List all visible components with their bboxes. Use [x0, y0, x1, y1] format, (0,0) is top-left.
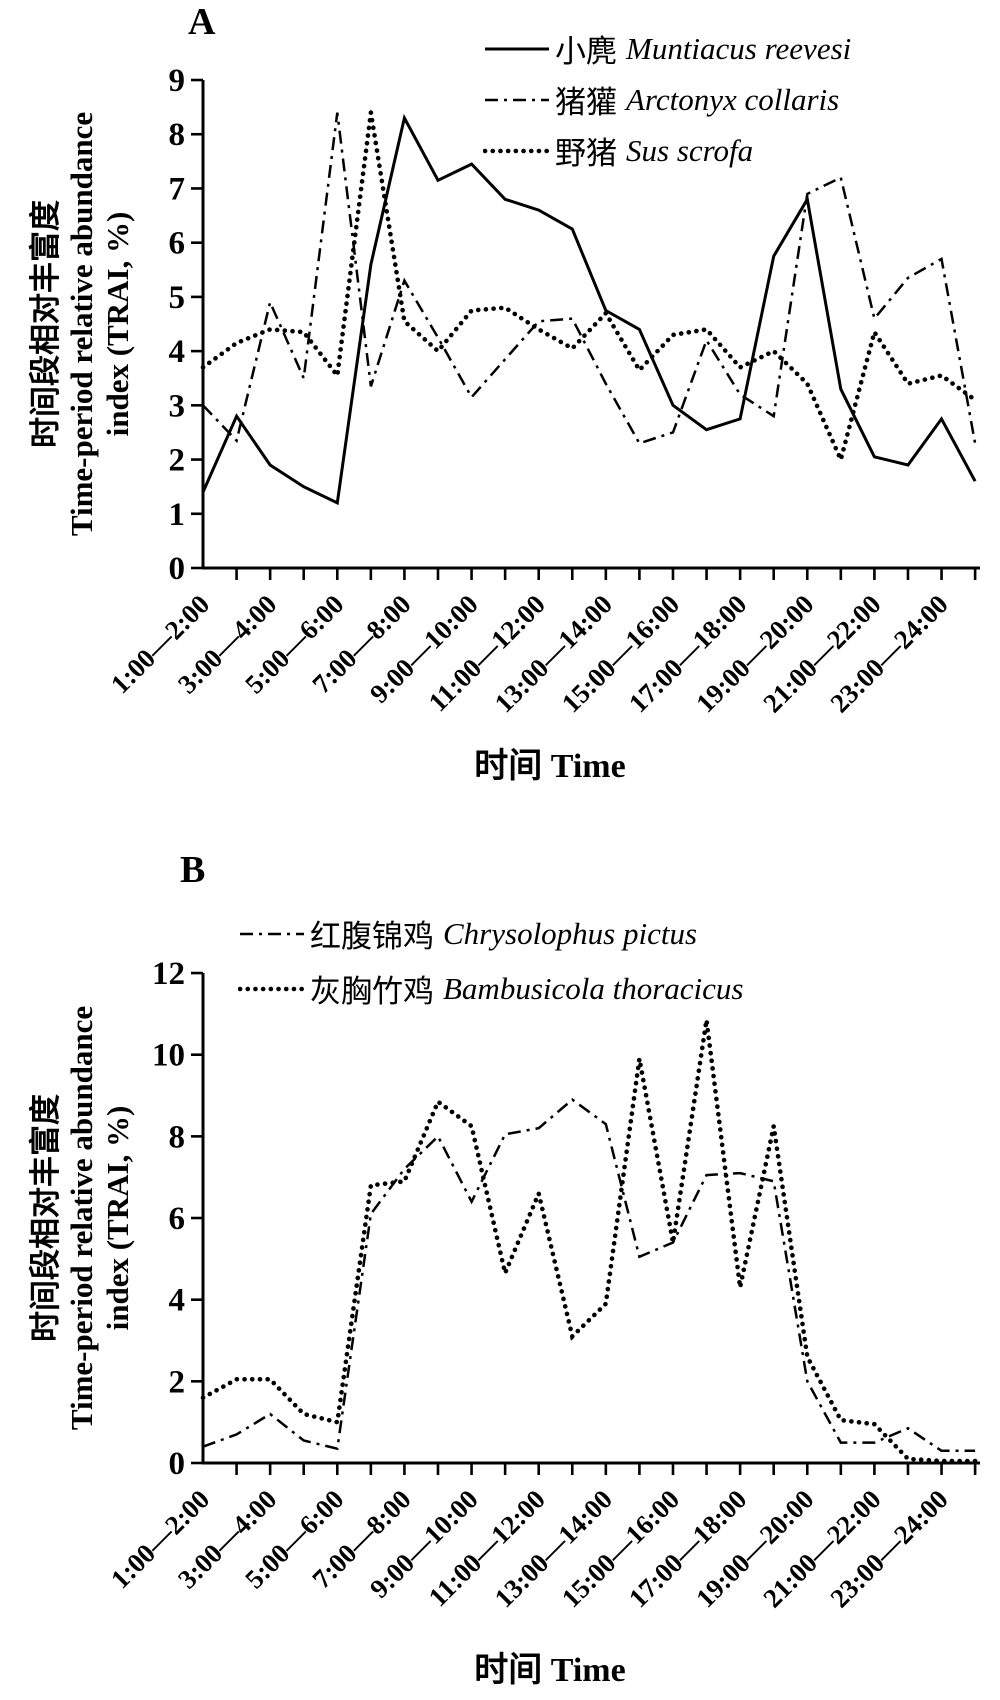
y-tick-label: 12	[152, 956, 185, 992]
x-tick-label: 23:00—24:00	[824, 1484, 953, 1613]
y-axis-title-line-en1: Time-period relative abundance	[64, 111, 99, 537]
legend-entry-muntiacus-reevesi: 小麂 Muntiacus reevesi	[483, 23, 851, 74]
legend-label-cn: 小麂	[555, 34, 617, 69]
panel-a-letter: A	[188, 1, 216, 43]
panel-b-y-axis-title: 时间段相对丰富度 Time-period relative abundance …	[28, 948, 136, 1488]
y-tick-label: 10	[152, 1038, 185, 1074]
y-axis-title-line-cn: 时间段相对丰富度	[28, 200, 63, 448]
legend-label-sci: Arctonyx collaris	[626, 81, 840, 117]
x-tick-label: 23:00—24:00	[824, 589, 953, 718]
y-tick-label: 4	[169, 334, 186, 370]
y-tick-label: 8	[169, 117, 186, 153]
legend-line-sample-dotted	[483, 148, 551, 153]
legend-label-cn: 灰胸竹鸡	[310, 974, 434, 1009]
legend-entry-arctonyx-collaris: 猪獾 Arctonyx collaris	[483, 74, 851, 125]
legend-label-sci: Bambusicola thoracicus	[443, 970, 744, 1006]
panel-a-legend: 小麂 Muntiacus reevesi 猪獾 Arctonyx collaris 野猪…	[483, 23, 851, 176]
series-chrysolophus-pictus	[202, 1098, 976, 1453]
legend-line-sample-dotted	[238, 986, 306, 991]
y-tick-label: 5	[169, 280, 186, 316]
y-tick-label: 0	[169, 1446, 186, 1482]
legend-label-sci: Sus scrofa	[626, 132, 754, 168]
y-tick-label: 4	[169, 1283, 186, 1319]
panel-a-x-axis-title: 时间 Time	[474, 748, 626, 785]
y-tick-label: 8	[169, 1119, 186, 1155]
legend-label-cn: 红腹锦鸡	[310, 919, 434, 954]
legend-line-sample-solid	[485, 47, 549, 50]
legend-label-cn: 野猪	[555, 136, 617, 171]
legend-entry-chrysolophus-pictus: 红腹锦鸡 Chrysolophus pictus	[238, 906, 744, 961]
y-axis-title-line-cn: 时间段相对丰富度	[28, 1094, 63, 1342]
y-axis-title-line-en2: index (TRAI, %)	[100, 1105, 135, 1331]
y-tick-label: 2	[169, 1364, 186, 1400]
series-sus-scrofa	[200, 112, 978, 467]
series-arctonyx-collaris	[202, 112, 977, 445]
panel-b-x-axis-title: 时间 Time	[474, 1652, 626, 1689]
legend-entry-sus-scrofa: 野猪 Sus scrofa	[483, 125, 851, 176]
legend-label-sci: Muntiacus reevesi	[626, 30, 852, 66]
y-tick-label: 7	[169, 171, 186, 207]
y-tick-label: 6	[169, 1201, 186, 1237]
y-tick-label: 2	[169, 443, 186, 479]
legend-line-sample-dashdot	[240, 932, 304, 935]
series-muntiacus-reevesi	[201, 113, 977, 506]
y-tick-label: 0	[169, 551, 186, 587]
y-tick-label: 9	[169, 63, 186, 99]
y-axis-title-line-en1: Time-period relative abundance	[64, 1005, 99, 1431]
y-axis-title-line-en2: index (TRAI, %)	[100, 211, 135, 437]
y-tick-label: 1	[169, 497, 186, 533]
y-tick-label: 3	[169, 388, 186, 424]
legend-line-sample-dashdot	[485, 98, 549, 101]
panel-b-letter: B	[180, 849, 206, 891]
legend-label-cn: 猪獾	[555, 85, 617, 120]
panel-b-legend: 红腹锦鸡 Chrysolophus pictus 灰胸竹鸡 Bambusicola t…	[238, 906, 744, 1016]
panel-a-y-axis-title: 时间段相对丰富度 Time-period relative abundance …	[28, 54, 136, 594]
panel-b-plot: 0246810121:00—2:003:00—4:005:00—6:007:00…	[105, 956, 980, 1613]
y-tick-label: 6	[169, 226, 186, 262]
series-bambusicola-thoracicus	[200, 1019, 978, 1464]
legend-entry-bambusicola-thoracicus: 灰胸竹鸡 Bambusicola thoracicus	[238, 961, 744, 1016]
legend-label-sci: Chrysolophus pictus	[443, 915, 698, 951]
